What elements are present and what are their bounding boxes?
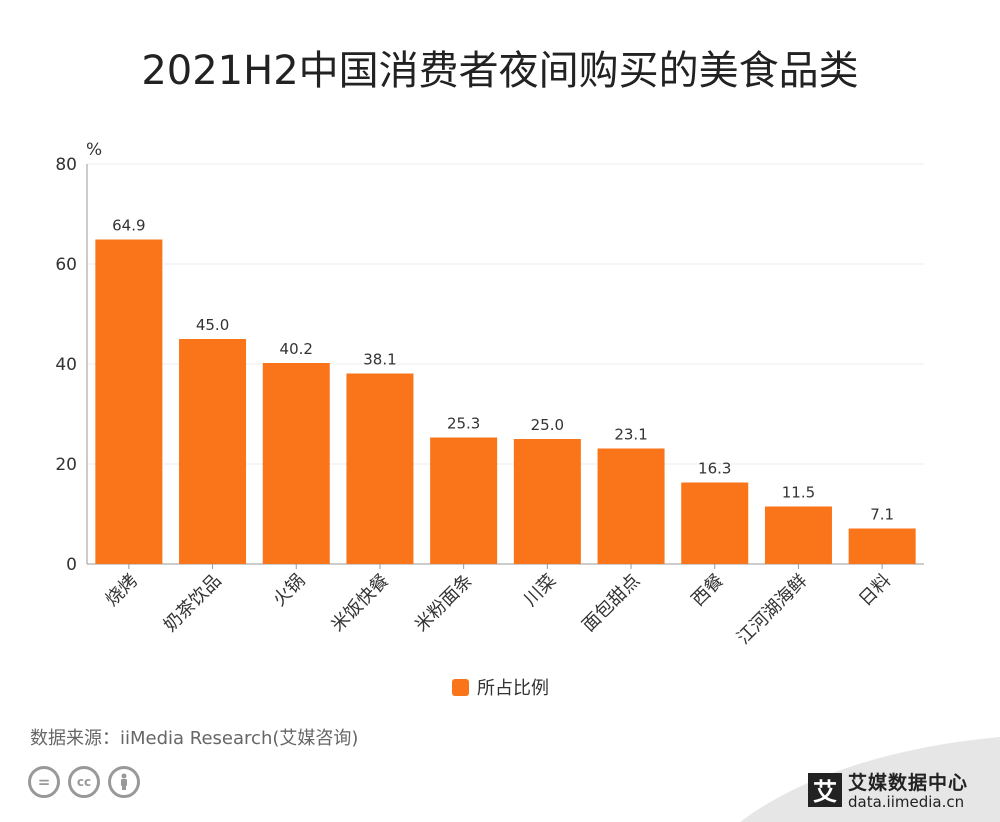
bar-chart: 0 20 40 60 80% 64.9 烧烤 45.0 奶茶饮品 40.2 火锅 38.1 米饭快餐 25…	[55, 140, 924, 649]
bar-value-label: 38.1	[363, 351, 396, 369]
y-axis-label: %	[86, 140, 102, 160]
x-tick-label: 西餐	[688, 570, 728, 610]
bar	[848, 528, 916, 564]
brand-logo-icon: 艾	[808, 772, 842, 807]
cc-equals-icon: =	[28, 766, 60, 798]
source-note: 数据来源：iiMedia Research(艾媒咨询)	[30, 728, 359, 749]
x-tick-label: 烧烤	[102, 570, 142, 610]
x-tick-label: 火锅	[269, 570, 309, 610]
bar	[179, 339, 247, 564]
bar-value-label: 23.1	[614, 426, 647, 444]
brand-name: 艾媒数据中心	[848, 772, 969, 794]
bar	[346, 373, 414, 564]
y-tick-label: 80	[55, 155, 77, 175]
bar-value-label: 25.0	[531, 416, 564, 434]
legend-swatch	[452, 678, 469, 696]
bar	[95, 239, 163, 564]
brand-url: data.iimedia.cn	[848, 793, 965, 811]
bar	[513, 439, 581, 564]
legend[interactable]: 所占比例	[452, 674, 549, 700]
y-tick-label: 20	[55, 455, 77, 475]
bar	[764, 506, 832, 564]
x-tick-label: 奶茶饮品	[160, 570, 226, 636]
x-tick-label: 江河湖海鲜	[733, 570, 811, 648]
bar	[681, 482, 749, 564]
bar-value-label: 45.0	[196, 316, 229, 334]
bar	[262, 363, 330, 564]
y-tick-label: 60	[55, 255, 77, 275]
bar-value-label: 7.1	[870, 506, 894, 524]
bar-value-label: 25.3	[447, 415, 480, 433]
x-tick-label: 米饭快餐	[327, 570, 393, 636]
brand: 艾 艾媒数据中心 data.iimedia.cn	[808, 768, 968, 811]
y-tick-label: 40	[55, 355, 77, 375]
x-tick-label: 川菜	[520, 570, 560, 610]
x-tick-label: 日料	[855, 570, 895, 610]
x-tick-label: 面包甜点	[578, 570, 644, 636]
bar-value-label: 64.9	[112, 217, 145, 235]
bar-value-label: 16.3	[698, 460, 731, 478]
bar	[597, 448, 665, 564]
cc-icon: cc	[68, 766, 100, 798]
brand-background	[740, 737, 1000, 822]
y-tick-label: 0	[66, 555, 77, 575]
chart-title: 2021H2中国消费者夜间购买的美食品类	[141, 48, 859, 94]
bar	[430, 437, 498, 564]
cc-person-icon	[108, 766, 140, 798]
legend-label: 所占比例	[477, 678, 549, 699]
x-tick-label: 米粉面条	[411, 570, 477, 636]
license-icons: = cc	[28, 766, 140, 798]
bar-value-label: 40.2	[280, 340, 313, 358]
bar-value-label: 11.5	[782, 484, 815, 502]
